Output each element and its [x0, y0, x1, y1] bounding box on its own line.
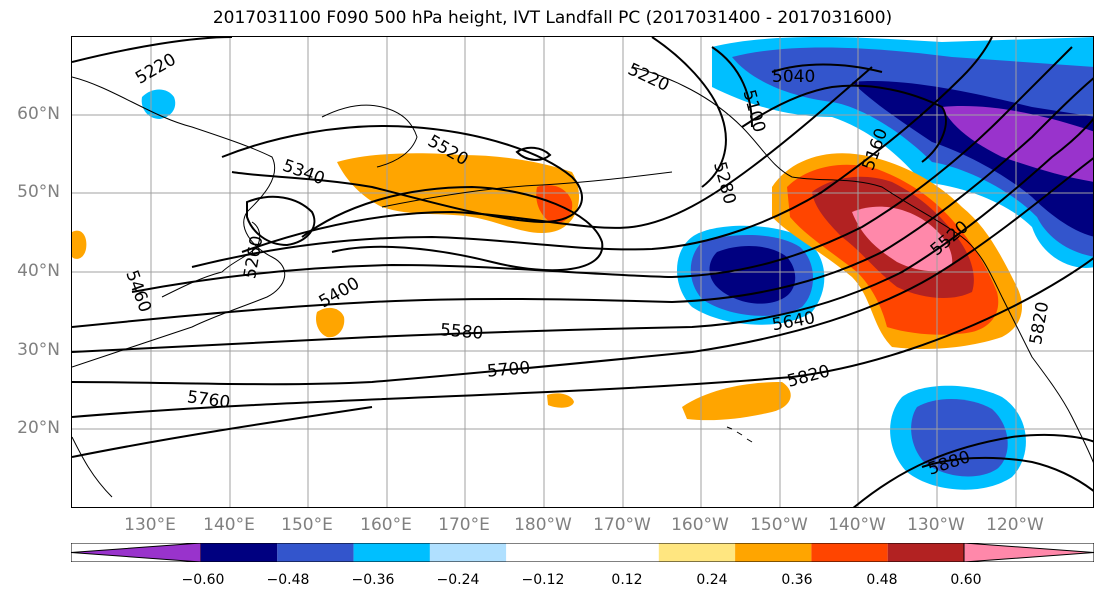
ivt-negative-northeast-4: [942, 106, 1093, 182]
north-america-coast: [1001, 296, 1093, 463]
contour-5220: [72, 37, 233, 63]
colorbar-segment: [582, 543, 659, 562]
aleutian-chain: [381, 171, 673, 208]
colorbar-segment: [658, 543, 736, 562]
colorbar-tick-neg036: −0.36: [351, 572, 395, 588]
lon-label-140e: 140°E: [203, 515, 255, 535]
contour-label-5820-hawaii: 5820: [785, 361, 832, 392]
colorbar-tick-012: 0.12: [611, 572, 643, 588]
contour-5640: [72, 77, 1093, 328]
japan-coast: [161, 221, 261, 298]
ivt-positive-small-3: [547, 393, 574, 408]
contour-5820-west: [72, 257, 1093, 418]
asia-coast: [72, 76, 286, 368]
lat-label-40n: 40°N: [17, 261, 60, 281]
contour-label-5700: 5700: [486, 358, 531, 382]
colorbar-segment: [963, 543, 1094, 562]
contour-small-loop: [515, 146, 552, 161]
ivt-negative-northwest: [141, 89, 176, 119]
colorbar-segment: [735, 543, 812, 562]
lon-label-170e: 170°E: [438, 515, 490, 535]
contour-label-5820-east: 5820: [1026, 300, 1053, 346]
ivt-positive-hawaii: [682, 382, 791, 421]
graticule: [72, 37, 1093, 507]
ivt-positive-small-1: [316, 307, 345, 338]
lat-label-50n: 50°N: [17, 182, 60, 202]
colorbar-segment: [277, 543, 354, 562]
lon-label-150e: 150°E: [281, 515, 333, 535]
colorbar-segment: [506, 543, 583, 562]
contour-5040: [771, 63, 883, 73]
contour-label-5400: 5400: [316, 273, 363, 312]
colorbar-tick-048: 0.48: [866, 572, 898, 588]
contour-5880-east: [921, 456, 1093, 492]
colorbar-tick-neg012: −0.12: [521, 572, 565, 588]
lon-label-160w: 160°W: [671, 515, 729, 535]
hawaii-islands: [726, 426, 753, 443]
kamchatka-coast: [321, 104, 418, 168]
colorbar-tick-036: 0.36: [781, 572, 813, 588]
colorbar-tick-024: 0.24: [696, 572, 728, 588]
colorbar-segments: [71, 543, 1094, 562]
lon-label-140w: 140°W: [828, 515, 886, 535]
lat-label-30n: 30°N: [17, 340, 60, 360]
contour-5220-east: [651, 37, 727, 188]
lon-label-150w: 150°W: [750, 515, 808, 535]
contour-5520-inner: [191, 37, 993, 268]
contour-5160: [741, 84, 947, 163]
contour-5580: [131, 46, 1073, 293]
colorbar: [71, 543, 1094, 562]
contour-5340-loop: [221, 125, 583, 224]
contour-label-5280: 5280: [709, 160, 740, 207]
colorbar-segment: [71, 543, 202, 562]
map-panel: 5220 5220 5040 5100 5340 5520 5160 5280 …: [71, 36, 1094, 508]
colorbar-tick-neg060: −0.60: [181, 572, 225, 588]
contour-5760: [72, 157, 1093, 386]
lon-label-130w: 130°W: [907, 515, 965, 535]
lat-label-20n: 20°N: [17, 418, 60, 438]
colorbar-segment: [353, 543, 430, 562]
contour-5400-loop: [301, 185, 604, 272]
ivt-positive-small-2: [72, 230, 87, 259]
colorbar-segment: [887, 543, 964, 562]
colorbar-segment: [429, 543, 507, 562]
contour-5280-loop: [246, 195, 316, 247]
contour-label-5580: 5580: [439, 320, 484, 344]
lon-label-160e: 160°E: [360, 515, 412, 535]
west-edge-islands: [72, 436, 113, 498]
ivt-negative-northeast-2: [732, 47, 1093, 257]
lon-label-170w: 170°W: [593, 515, 651, 535]
contour-5700: [72, 117, 1093, 353]
map-svg: 5220 5220 5040 5100 5340 5520 5160 5280 …: [72, 37, 1093, 507]
contour-label-5220-n: 5220: [625, 59, 673, 95]
colorbar-tick-neg048: −0.48: [266, 572, 310, 588]
contour-5460: [241, 66, 873, 253]
lon-label-120w: 120°W: [986, 515, 1044, 535]
ivt-shading: [72, 37, 1093, 490]
colorbar-segment: [201, 543, 278, 562]
contour-5880-west: [72, 406, 373, 458]
contour-label-5340: 5340: [280, 156, 327, 190]
colorbar-tick-neg024: −0.24: [436, 572, 480, 588]
lat-label-60n: 60°N: [17, 104, 60, 124]
lon-label-130e: 130°E: [124, 515, 176, 535]
lon-label-180w: 180°W: [514, 515, 572, 535]
contour-label-5220-nw: 5220: [132, 50, 179, 89]
contour-5100: [711, 46, 753, 128]
colorbar-tick-060: 0.60: [950, 572, 982, 588]
height-contours: [72, 37, 1093, 507]
contour-label-5040: 5040: [772, 67, 815, 87]
map-title: 2017031100 F090 500 hPa height, IVT Land…: [212, 8, 893, 28]
contour-label-5460: 5460: [121, 268, 155, 315]
contour-5820-east: [852, 433, 1093, 507]
colorbar-segment: [811, 543, 888, 562]
